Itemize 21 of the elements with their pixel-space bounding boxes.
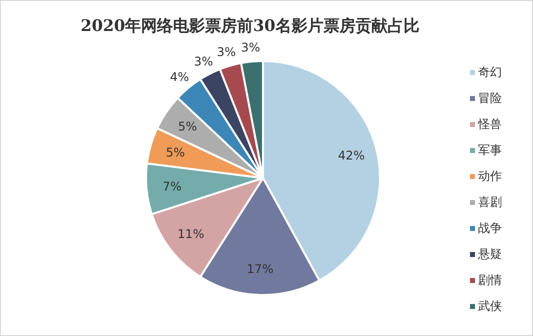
- legend-label: 武侠: [478, 299, 502, 313]
- data-label: 7%: [162, 180, 182, 194]
- legend-label: 冒险: [478, 91, 502, 105]
- data-label: 11%: [178, 226, 204, 241]
- legend-label: 剧情: [478, 273, 502, 287]
- legend-label: 军事: [478, 143, 502, 157]
- legend-label: 奇幻: [478, 65, 502, 79]
- legend-label: 怪兽: [477, 117, 502, 131]
- data-label: 4%: [170, 70, 190, 84]
- data-label: 42%: [338, 148, 365, 162]
- chart-title: 2020年网络电影票房前30名影片票房贡献占比: [80, 16, 420, 35]
- data-label: 5%: [178, 120, 198, 134]
- data-label: 5%: [166, 146, 185, 160]
- legend-label: 悬疑: [477, 247, 502, 261]
- data-label: 3%: [216, 45, 236, 60]
- legend-label: 动作: [478, 169, 502, 183]
- data-label: 3%: [241, 40, 260, 55]
- legend-label: 战争: [478, 221, 502, 235]
- data-label: 17%: [246, 262, 274, 276]
- legend-label: 喜剧: [478, 195, 502, 209]
- data-label: 3%: [194, 54, 214, 68]
